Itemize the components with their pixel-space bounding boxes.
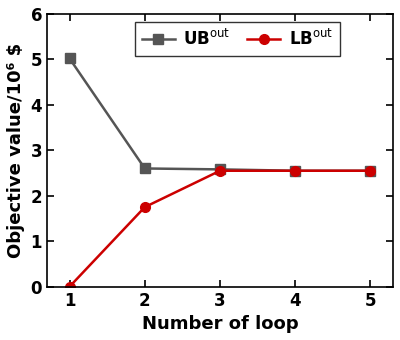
UB$^{\rm out}$	[218, 167, 222, 171]
LB$^{\rm out}$	[142, 205, 147, 209]
LB$^{\rm out}$	[218, 169, 222, 173]
LB$^{\rm out}$	[293, 169, 298, 173]
Line: LB$^{\rm out}$: LB$^{\rm out}$	[65, 166, 375, 291]
X-axis label: Number of loop: Number of loop	[142, 315, 298, 333]
Legend: UB$^{\rm out}$, LB$^{\rm out}$: UB$^{\rm out}$, LB$^{\rm out}$	[135, 22, 340, 56]
LB$^{\rm out}$	[67, 285, 72, 289]
Y-axis label: Objective value/10⁶ $: Objective value/10⁶ $	[7, 42, 25, 258]
UB$^{\rm out}$	[293, 169, 298, 173]
UB$^{\rm out}$	[67, 56, 72, 61]
UB$^{\rm out}$	[142, 167, 147, 171]
Line: UB$^{\rm out}$: UB$^{\rm out}$	[65, 54, 375, 175]
LB$^{\rm out}$	[368, 169, 373, 173]
UB$^{\rm out}$	[368, 169, 373, 173]
